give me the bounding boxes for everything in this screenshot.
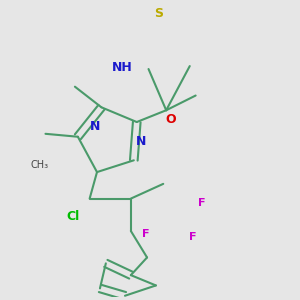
Text: N: N bbox=[90, 120, 101, 133]
Text: Cl: Cl bbox=[67, 210, 80, 223]
Text: N: N bbox=[136, 135, 146, 148]
Text: O: O bbox=[165, 112, 176, 126]
Text: NH: NH bbox=[112, 61, 132, 74]
Text: F: F bbox=[198, 198, 205, 208]
Text: CH₃: CH₃ bbox=[31, 160, 49, 170]
Text: F: F bbox=[189, 232, 196, 242]
Text: F: F bbox=[142, 229, 149, 239]
Text: S: S bbox=[154, 7, 163, 20]
